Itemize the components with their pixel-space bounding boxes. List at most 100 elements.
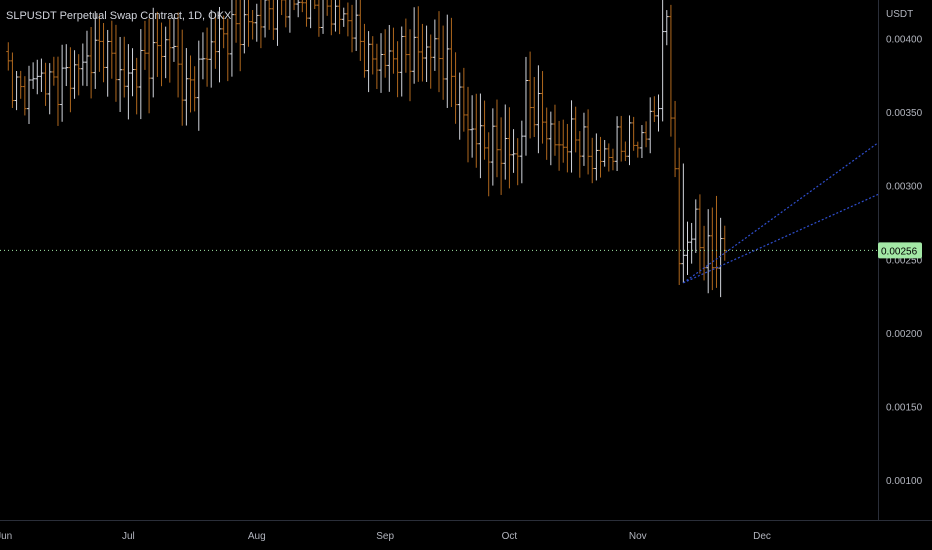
last-price-badge <box>878 242 922 259</box>
ohlc-bar <box>316 0 321 37</box>
ohlc-bar <box>176 12 181 98</box>
ohlc-bar <box>722 225 727 261</box>
ohlc-bar <box>113 24 118 102</box>
ohlc-bar <box>234 0 239 43</box>
time-axis[interactable]: Jun Jul Aug Sep Oct Nov Dec <box>0 520 932 543</box>
ohlc-bar <box>370 36 375 75</box>
price-tick-label: 0.00100 <box>886 476 923 487</box>
ohlc-bar <box>354 0 359 51</box>
ohlc-bar <box>490 108 495 186</box>
ohlc-bar <box>105 29 110 97</box>
ohlc-bar <box>673 100 678 178</box>
ohlc-bar <box>420 23 425 82</box>
ohlc-bar <box>523 56 528 156</box>
ohlc-bar <box>14 70 19 111</box>
month-tick-label: Aug <box>248 531 266 542</box>
ohlc-bar <box>68 47 73 113</box>
ohlc-bar <box>180 29 185 126</box>
ohlc-bar <box>615 116 620 172</box>
ohlc-bar <box>26 65 31 124</box>
ohlc-bar <box>308 0 312 29</box>
ohlc-bar <box>314 0 317 10</box>
ohlc-bar <box>710 207 715 291</box>
ohlc-bar <box>581 112 586 166</box>
ohlc-bar <box>43 62 48 106</box>
ohlc-bar <box>200 32 205 80</box>
ohlc-bar <box>341 7 346 27</box>
ohlc-bar <box>205 27 210 87</box>
ohlc-bar <box>167 19 172 83</box>
ohlc-bar <box>97 14 102 72</box>
ohlc-bar <box>557 120 562 171</box>
ohlc-bar <box>217 6 222 83</box>
ohlc-bar <box>93 11 98 89</box>
ohlc-bar <box>598 136 603 178</box>
ohlc-bar <box>656 94 661 132</box>
ohlc-bar <box>213 13 218 69</box>
ohlc-bar <box>374 43 379 90</box>
ohlc-bar <box>254 3 259 42</box>
month-tick-label: Sep <box>376 531 394 542</box>
ohlc-bar <box>552 104 557 156</box>
ohlc-bar <box>275 0 278 46</box>
ohlc-bar <box>391 27 396 74</box>
ohlc-bar <box>89 26 94 99</box>
ohlc-bar <box>718 217 723 298</box>
ohlc-bar <box>577 131 582 178</box>
ohlc-bar <box>22 76 27 116</box>
price-tick-label: 0.00200 <box>886 329 923 340</box>
ohlc-bar <box>465 86 470 163</box>
ohlc-bar <box>39 58 44 92</box>
ohlc-bar <box>147 18 152 114</box>
ohlc-bar <box>76 54 81 96</box>
ohlc-bar <box>573 106 578 153</box>
ohlc-bar <box>494 99 499 178</box>
ohlc-bar <box>693 199 698 253</box>
price-tick-label: 0.00350 <box>886 108 923 119</box>
ohlc-bar <box>64 44 69 87</box>
ohlc-bar <box>151 7 156 98</box>
ohlc-bar <box>519 120 524 184</box>
price-axis-ticks: 0.00400 0.00350 0.00300 0.00250 0.00200 0.001… <box>886 34 923 487</box>
price-axis[interactable]: USDT 0.00400 0.00350 0.00300 0.00250 0.00200… <box>878 0 923 520</box>
ohlc-bar <box>238 0 243 72</box>
ohlc-bar <box>35 59 40 95</box>
price-tick-label: 0.00300 <box>886 182 923 193</box>
ohlc-bar <box>379 33 384 93</box>
ohlc-bar <box>387 24 392 92</box>
ohlc-bar <box>296 0 301 18</box>
ohlc-bar <box>644 121 649 148</box>
ohlc-bar <box>321 0 324 34</box>
ohlc-bar <box>358 0 363 61</box>
ohlc-bar <box>606 143 611 172</box>
ohlc-bar <box>619 115 624 162</box>
ohlc-bar <box>84 30 89 87</box>
ohlc-bar <box>18 70 23 99</box>
ohlc-bar <box>685 221 690 276</box>
ohlc-bar <box>528 51 533 139</box>
ohlc-bar <box>196 40 201 131</box>
ohlc-bar <box>569 100 574 173</box>
ohlc-bar <box>470 95 475 158</box>
ohlc-bar <box>6 42 11 71</box>
ohlc-bar <box>486 132 491 197</box>
ohlc-bar <box>610 148 615 171</box>
ohlc-bar <box>72 50 77 99</box>
ohlc-bar <box>80 43 85 86</box>
ohlc-bar <box>503 104 508 180</box>
ohlc-bar <box>697 194 702 274</box>
ohlc-bar <box>565 123 570 173</box>
price-axis-unit: USDT <box>886 9 913 20</box>
month-tick-label: Jul <box>122 531 135 542</box>
ohlc-bar <box>242 0 247 54</box>
ohlc-bar <box>635 141 640 158</box>
price-tick-label: 0.00150 <box>886 403 923 414</box>
ohlc-bar <box>623 141 628 162</box>
ohlc-bar <box>300 0 305 13</box>
ohlc-bar <box>229 0 234 77</box>
ohlc-bar <box>263 0 268 38</box>
ohlc-bar <box>188 55 193 113</box>
ohlc-bar <box>250 10 255 40</box>
